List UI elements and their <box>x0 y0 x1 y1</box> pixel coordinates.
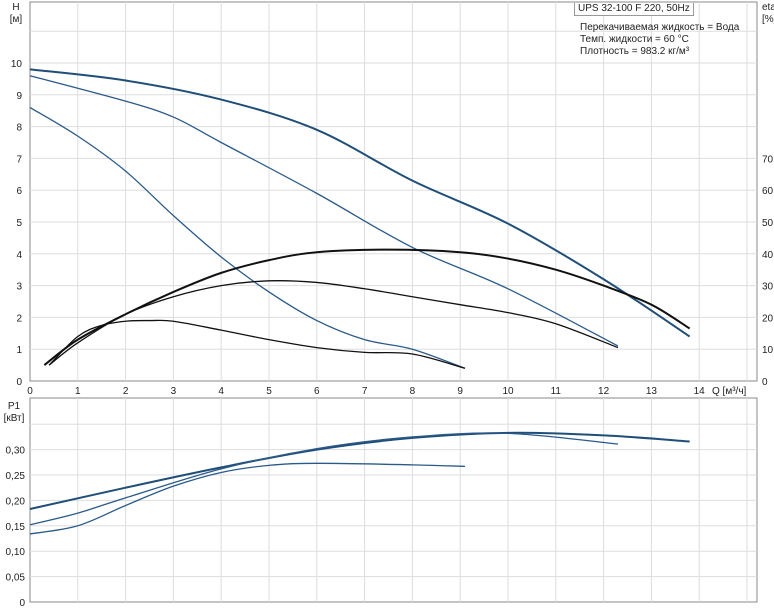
info-density: Плотность = 983.2 кг/м³ <box>580 46 690 57</box>
y2-tick-label: 70 <box>762 154 774 165</box>
x-tick-label: 8 <box>410 386 416 397</box>
p1-axis-label: P1 <box>8 401 21 412</box>
y-tick-label: 7 <box>16 154 22 165</box>
power-curve <box>29 462 465 535</box>
p1-tick-label: 0,25 <box>6 471 26 482</box>
head-curve <box>29 106 466 369</box>
y-axis-label: H <box>12 2 19 13</box>
x-tick-label: 0 <box>27 386 33 397</box>
x-tick-label: 6 <box>314 386 320 397</box>
y2-tick-label: 50 <box>762 218 774 229</box>
x-tick-label: 11 <box>551 386 562 397</box>
y2-tick-label: 60 <box>762 186 774 197</box>
info-temp: Темп. жидкости = 60 °C <box>580 34 689 45</box>
y-tick-label: 5 <box>16 218 22 229</box>
head-curve <box>29 68 691 338</box>
upper-plot-area <box>29 1 758 382</box>
x-tick-label: 13 <box>646 386 658 397</box>
x-tick-label: 9 <box>457 386 463 397</box>
y-tick-label: 9 <box>16 91 22 102</box>
y2-tick-label: 10 <box>762 345 774 356</box>
p1-axis-unit: [кВт] <box>4 413 25 424</box>
info-fluid: Перекачиваемая жидкость = Вода <box>580 22 740 33</box>
power-curve <box>29 431 690 511</box>
p1-tick-label: 0,20 <box>6 496 26 507</box>
head-curve <box>29 75 619 347</box>
power-curve <box>29 432 619 526</box>
x-axis-label: Q [м³/ч] <box>712 386 747 397</box>
x-tick-label: 4 <box>218 386 224 397</box>
x-tick-label: 14 <box>694 386 706 397</box>
p1-tick-label: 0,10 <box>6 547 26 558</box>
x-tick-label: 3 <box>171 386 177 397</box>
y2-tick-label: 20 <box>762 313 774 324</box>
y2-axis-unit: [%] <box>762 14 774 25</box>
x-tick-label: 5 <box>266 386 272 397</box>
y-tick-label: 4 <box>16 250 22 261</box>
y2-tick-label: 40 <box>762 250 774 261</box>
y-axis-unit: [м] <box>10 14 23 25</box>
y-tick-label: 3 <box>16 282 22 293</box>
p1-tick-label: 0 <box>19 598 25 609</box>
y2-axis-label: eta <box>762 2 774 13</box>
y2-tick-label: 30 <box>762 282 774 293</box>
x-tick-label: 2 <box>123 386 129 397</box>
y-tick-label: 8 <box>16 123 22 134</box>
y-tick-label: 0 <box>16 377 22 388</box>
y2-tick-label: 0 <box>762 377 768 388</box>
y-tick-label: 1 <box>16 345 22 356</box>
eta-curve <box>48 280 619 366</box>
y-tick-label: 2 <box>16 313 22 324</box>
y-tick-label: 10 <box>11 59 23 70</box>
y-tick-label: 6 <box>16 186 22 197</box>
p1-tick-label: 0,30 <box>6 446 26 457</box>
eta-curve <box>48 319 466 369</box>
p1-tick-label: 0,05 <box>6 573 26 584</box>
x-tick-label: 12 <box>598 386 610 397</box>
x-tick-label: 7 <box>362 386 368 397</box>
chart-title: UPS 32-100 F 220, 50Hz <box>574 3 694 16</box>
x-tick-label: 1 <box>75 386 81 397</box>
p1-tick-label: 0,15 <box>6 522 26 533</box>
x-tick-label: 10 <box>502 386 514 397</box>
